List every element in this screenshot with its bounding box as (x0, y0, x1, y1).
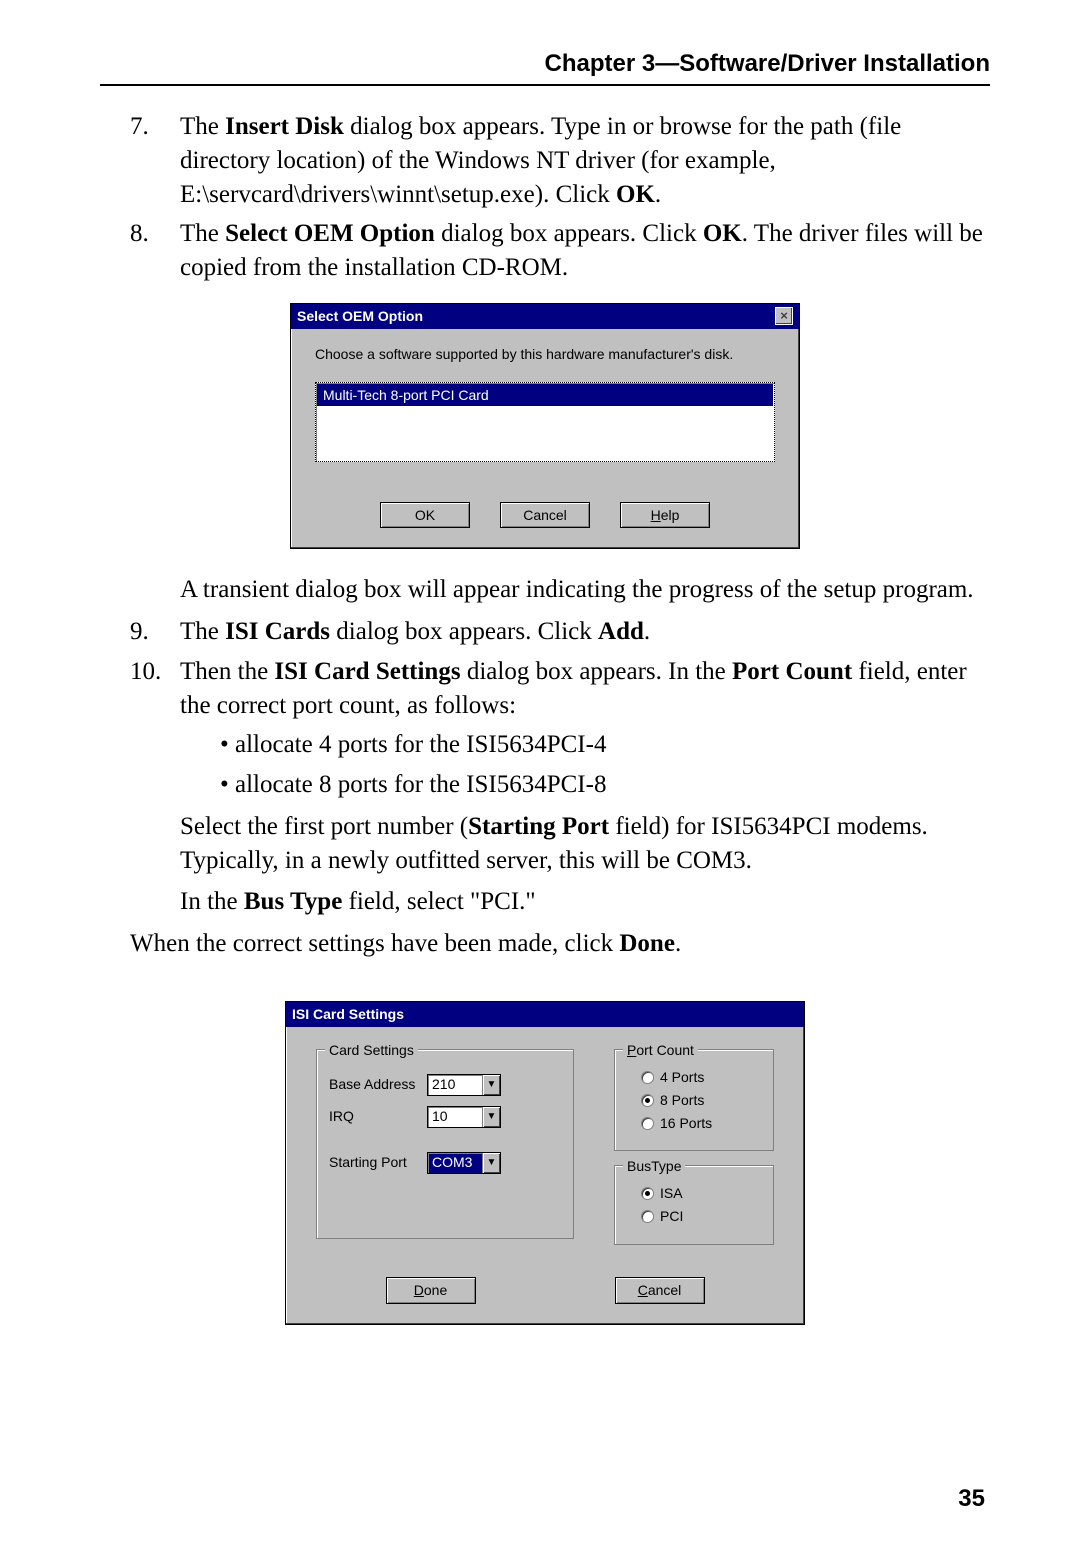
dialog-title-text: Select OEM Option (297, 307, 423, 326)
text: field, select "PCI." (342, 888, 535, 915)
bustype-group: BusType ISA PCI (614, 1165, 774, 1245)
dialog-title-text: ISI Card Settings (292, 1005, 404, 1024)
bullet: • allocate 8 ports for the ISI5634PCI-8 (100, 768, 990, 802)
paragraph: A transient dialog box will appear indic… (100, 573, 990, 607)
listbox-item-selected[interactable]: Multi-Tech 8-port PCI Card (317, 384, 773, 407)
bold-term: OK (616, 181, 655, 208)
text: Then the (180, 658, 274, 685)
radio-icon (641, 1117, 654, 1130)
radio-icon (641, 1187, 654, 1200)
isi-card-settings-dialog: ISI Card Settings Card Settings Base Add… (285, 1001, 805, 1325)
chevron-down-icon[interactable]: ▼ (482, 1153, 500, 1173)
radio-label: 16 Ports (660, 1114, 712, 1133)
list-item-9: 9. The ISI Cards dialog box appears. Cli… (100, 615, 990, 649)
text: Select the first port number ( (180, 813, 468, 840)
bold-term: Add (598, 618, 644, 645)
groupbox-legend: Card Settings (325, 1041, 418, 1060)
chapter-title: Chapter 3—Software/Driver Installation (545, 50, 990, 77)
combo-value: 10 (432, 1107, 448, 1126)
paragraph: When the correct settings have been made… (100, 927, 990, 961)
radio-4-ports[interactable]: 4 Ports (641, 1068, 761, 1087)
text: The (180, 113, 225, 140)
bold-term: Port Count (732, 658, 852, 685)
text: . (655, 181, 661, 208)
item-number: 8. (130, 217, 149, 251)
chevron-down-icon[interactable]: ▼ (482, 1075, 500, 1095)
bold-term: ISI Cards (225, 618, 330, 645)
list-item-7: 7. The Insert Disk dialog box appears. T… (100, 110, 990, 211)
dialog-titlebar: ISI Card Settings (286, 1002, 804, 1027)
radio-8-ports[interactable]: 8 Ports (641, 1091, 761, 1110)
starting-port-combo[interactable]: COM3 ▼ (427, 1152, 501, 1174)
radio-isa[interactable]: ISA (641, 1184, 761, 1203)
list-item-8: 8. The Select OEM Option dialog box appe… (100, 217, 990, 285)
text: dialog box appears. In the (461, 658, 732, 685)
text: In the (180, 888, 244, 915)
select-oem-dialog: Select OEM Option × Choose a software su… (290, 303, 800, 550)
irq-combo[interactable]: 10 ▼ (427, 1106, 501, 1128)
groupbox-legend: Port Count (623, 1041, 698, 1060)
radio-icon (641, 1071, 654, 1084)
ok-button[interactable]: OK (380, 502, 470, 529)
combo-value: COM3 (432, 1153, 472, 1172)
oem-listbox[interactable]: Multi-Tech 8-port PCI Card (315, 382, 775, 462)
item-number: 7. (130, 110, 149, 144)
radio-label: 4 Ports (660, 1068, 704, 1087)
item-number: 10. (130, 655, 161, 689)
paragraph: Select the first port number (Starting P… (100, 810, 990, 878)
bold-term: Select OEM Option (225, 220, 435, 247)
radio-label: PCI (660, 1207, 683, 1226)
text: The (180, 220, 225, 247)
text: The (180, 618, 225, 645)
close-icon[interactable]: × (775, 307, 793, 325)
text: When the correct settings have been made… (130, 930, 619, 957)
dialog-message: Choose a software supported by this hard… (315, 345, 775, 364)
bold-term: Bus Type (244, 888, 342, 915)
base-address-label: Base Address (329, 1075, 419, 1094)
paragraph: In the Bus Type field, select "PCI." (100, 885, 990, 919)
text: . (644, 618, 650, 645)
text: . (675, 930, 681, 957)
groupbox-legend: BusType (623, 1157, 685, 1176)
radio-label: 8 Ports (660, 1091, 704, 1110)
combo-value: 210 (432, 1075, 455, 1094)
bold-term: OK (703, 220, 742, 247)
base-address-combo[interactable]: 210 ▼ (427, 1074, 501, 1096)
starting-port-label: Starting Port (329, 1153, 419, 1172)
radio-icon (641, 1094, 654, 1107)
done-button[interactable]: Done (386, 1277, 476, 1304)
bold-term: Starting Port (468, 813, 609, 840)
bold-term: Done (619, 930, 675, 957)
bullet: • allocate 4 ports for the ISI5634PCI-4 (100, 728, 990, 762)
irq-label: IRQ (329, 1107, 419, 1126)
item-number: 9. (130, 615, 149, 649)
bold-term: Insert Disk (225, 113, 344, 140)
dialog-titlebar: Select OEM Option × (291, 304, 799, 329)
bold-term: ISI Card Settings (274, 658, 460, 685)
radio-label: ISA (660, 1184, 683, 1203)
header-rule (100, 84, 990, 86)
text: dialog box appears. Click (435, 220, 703, 247)
cancel-button[interactable]: Cancel (500, 502, 590, 529)
cancel-button[interactable]: Cancel (615, 1277, 705, 1304)
card-settings-group: Card Settings Base Address 210 ▼ IRQ 10 … (316, 1049, 574, 1239)
chevron-down-icon[interactable]: ▼ (482, 1107, 500, 1127)
radio-icon (641, 1210, 654, 1223)
text: dialog box appears. Click (330, 618, 598, 645)
radio-16-ports[interactable]: 16 Ports (641, 1114, 761, 1133)
radio-pci[interactable]: PCI (641, 1207, 761, 1226)
help-button[interactable]: Help (620, 502, 710, 529)
list-item-10: 10. Then the ISI Card Settings dialog bo… (100, 655, 990, 723)
page-number: 35 (958, 1485, 985, 1513)
port-count-group: Port Count 4 Ports 8 Ports 16 Ports (614, 1049, 774, 1152)
